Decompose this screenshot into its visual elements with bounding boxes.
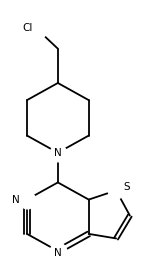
- Text: N: N: [54, 248, 62, 258]
- Text: Cl: Cl: [22, 23, 33, 33]
- Text: S: S: [123, 182, 130, 192]
- Text: N: N: [54, 148, 62, 158]
- Text: N: N: [12, 195, 20, 205]
